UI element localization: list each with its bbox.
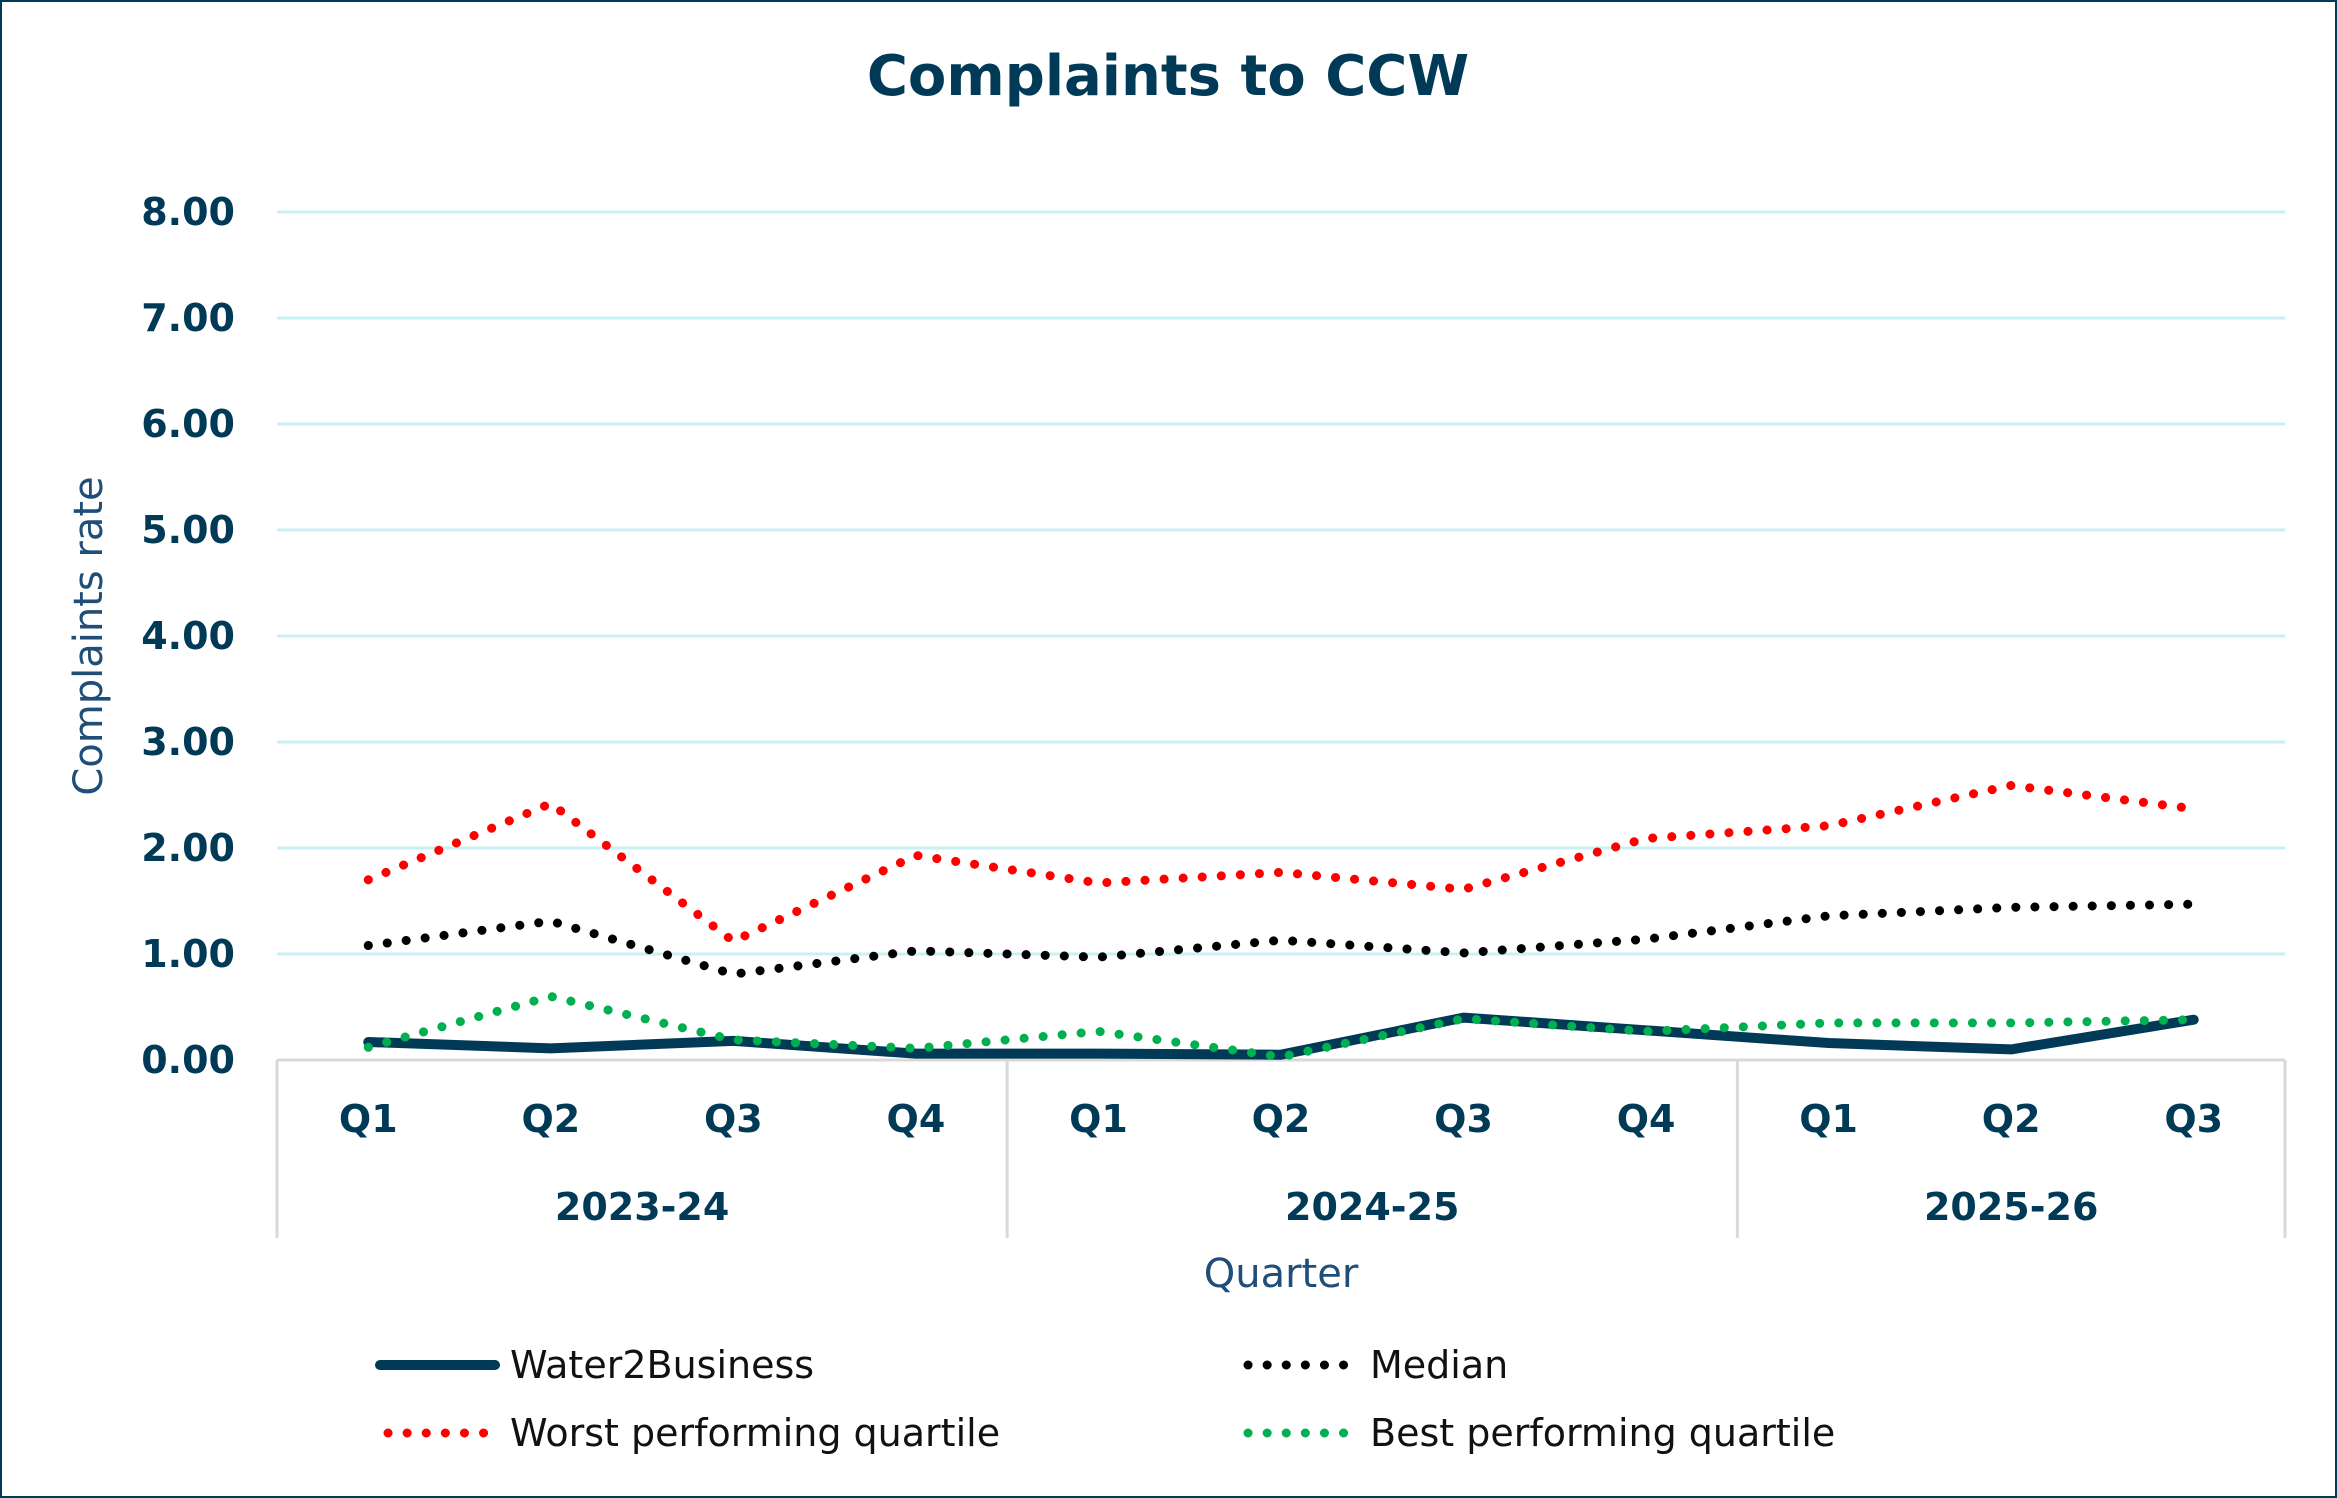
- x-axis: Q1 Q2 Q3 Q4 2023-24 Q1 Q2 Q3 Q4 2024-25 Q1 Q2 Q3 2025…: [275, 1058, 2287, 1238]
- y-tick-label: 3.00: [141, 720, 235, 764]
- x-tick-label: Q3: [704, 1097, 763, 1141]
- x-tick-label: Q1: [339, 1097, 398, 1141]
- x-tick-label: Q3: [2164, 1097, 2223, 1141]
- y-tick-label: 6.00: [141, 402, 235, 446]
- legend-label: Worst performing quartile: [510, 1411, 1000, 1455]
- x-group-label: 2024-25: [1285, 1185, 1459, 1229]
- series-line-median: [363, 899, 2199, 979]
- legend-label: Median: [1370, 1343, 1508, 1387]
- legend: Water2Business Median Worst performing qua…: [375, 1343, 1835, 1455]
- x-axis-label: Quarter: [1204, 1251, 1359, 1297]
- x-tick-label: Q1: [1069, 1097, 1128, 1141]
- y-tick-label: 8.00: [141, 190, 235, 234]
- x-tick-label: Q1: [1799, 1097, 1858, 1141]
- y-tick-label: 0.00: [141, 1038, 235, 1082]
- x-tick-label: Q3: [1434, 1097, 1493, 1141]
- legend-label: Water2Business: [510, 1343, 814, 1387]
- x-tick-label: Q2: [1252, 1097, 1311, 1141]
- x-tick-label: Q4: [1617, 1097, 1676, 1141]
- chart-title: Complaints to CCW: [867, 44, 1469, 109]
- x-group-label: 2023-24: [555, 1185, 729, 1229]
- legend-item: Best performing quartile: [1243, 1411, 1835, 1455]
- y-tick-label: 4.00: [141, 614, 235, 658]
- x-tick-label: Q2: [1982, 1097, 2041, 1141]
- legend-item: Median: [1243, 1343, 1508, 1387]
- y-tick-label: 7.00: [141, 296, 235, 340]
- series-line-water2business: [363, 1012, 2199, 1060]
- y-axis-ticks: 0.00 1.00 2.00 3.00 4.00 5.00 6.00 7.00 8.00: [141, 190, 235, 1082]
- series-line-worst-performing-quartile: [363, 780, 2199, 946]
- legend-item: Worst performing quartile: [383, 1411, 1000, 1455]
- gridlines: [277, 210, 2285, 956]
- legend-item: Water2Business: [375, 1343, 814, 1387]
- y-tick-label: 2.00: [141, 826, 235, 870]
- y-axis-label: Complaints rate: [66, 476, 112, 795]
- y-tick-label: 5.00: [141, 508, 235, 552]
- x-tick-label: Q2: [521, 1097, 580, 1141]
- series-lines: [363, 780, 2199, 1062]
- x-group-label: 2025-26: [1924, 1185, 2098, 1229]
- x-tick-label: Q4: [887, 1097, 946, 1141]
- legend-label: Best performing quartile: [1370, 1411, 1835, 1455]
- y-tick-label: 1.00: [141, 932, 235, 976]
